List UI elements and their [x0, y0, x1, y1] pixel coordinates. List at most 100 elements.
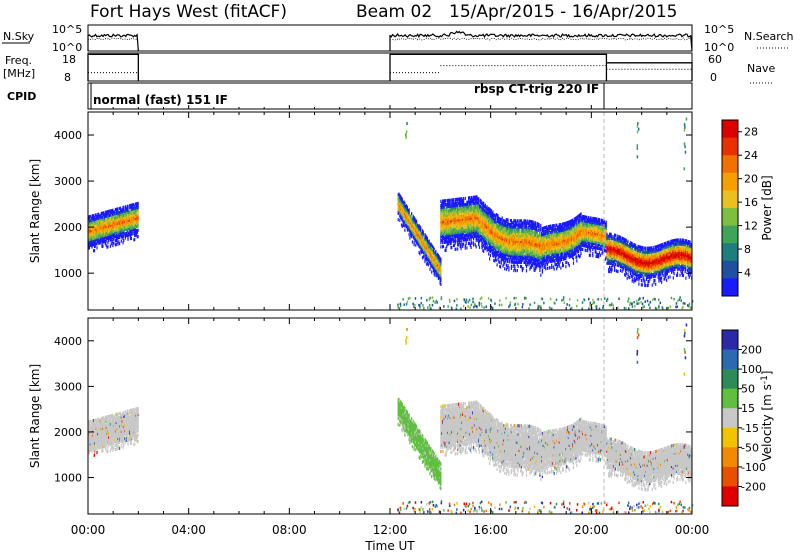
power-cell: [447, 230, 449, 234]
power-cell: [135, 210, 137, 214]
power-cell: [106, 229, 108, 233]
power-cell: [527, 252, 529, 256]
power-cell: [525, 240, 527, 244]
nsearch-tick-bottom: 10^0: [704, 41, 734, 54]
power-cell: [477, 213, 479, 218]
power-cell: [487, 222, 489, 226]
power-cell: [529, 261, 531, 265]
power-cell: [422, 251, 424, 255]
power-cell: [522, 227, 524, 231]
power-cell: [90, 220, 92, 225]
power-cell: [489, 231, 491, 235]
power-cell: [458, 228, 460, 232]
power-cell: [540, 223, 542, 228]
power-cell: [448, 209, 450, 213]
power-cell: [548, 229, 550, 233]
power-cell: [423, 248, 425, 252]
power-cell: [462, 209, 464, 213]
power-cell: [482, 203, 484, 207]
power-cell: [416, 232, 418, 236]
power-cell: [109, 221, 111, 225]
power-cell: [538, 254, 540, 258]
power-cell: [500, 257, 502, 261]
power-cell: [524, 235, 526, 240]
power-cell: [89, 239, 91, 243]
power-cell: [442, 199, 445, 203]
power-cell: [507, 230, 509, 235]
power-cell: [116, 234, 118, 238]
power-cell: [540, 238, 542, 242]
power-cell: [534, 237, 536, 241]
power-cell: [480, 236, 482, 241]
power-cell: [454, 233, 456, 237]
power-cell: [505, 238, 507, 242]
power-cell: [90, 225, 92, 229]
power-cell: [485, 216, 487, 221]
power-cell: [471, 227, 473, 231]
power-cell: [505, 228, 507, 232]
power-cell: [546, 266, 549, 270]
power-cell: [526, 219, 528, 223]
nsky-tick-bottom: 10^0: [52, 41, 82, 54]
power-cell: [465, 202, 467, 207]
nsearch-trace: [87, 37, 691, 41]
power-cell: [428, 241, 430, 245]
power-cell: [482, 207, 484, 211]
power-cell: [99, 222, 101, 226]
power-cell: [104, 223, 106, 227]
power-cell: [429, 255, 431, 259]
power-cell: [489, 230, 491, 234]
power-cell: [465, 231, 467, 236]
power-cell: [124, 220, 126, 224]
power-cell: [90, 239, 92, 243]
power-cell: [498, 231, 500, 235]
power-cell: [417, 228, 419, 232]
power-cell: [490, 248, 492, 252]
power-cell: [128, 220, 130, 225]
power-cell: [114, 224, 116, 228]
power-cell: [459, 199, 461, 203]
power-cell: [434, 257, 436, 261]
power-cell: [135, 225, 137, 229]
power-cell: [473, 208, 476, 212]
power-cell: [484, 217, 486, 221]
power-cell: [117, 217, 119, 221]
power-cell: [498, 222, 500, 227]
power-cell: [548, 243, 550, 247]
power-cell: [97, 235, 99, 239]
power-cell: [121, 210, 123, 214]
power-cell: [545, 267, 547, 271]
power-cell: [500, 224, 502, 228]
power-cell: [497, 228, 499, 232]
power-cell: [123, 224, 125, 228]
power-cell: [416, 242, 418, 246]
power-cell: [489, 245, 491, 249]
power-cell: [550, 232, 552, 236]
power-cell: [400, 202, 403, 206]
power-cell: [550, 243, 552, 247]
power-cell: [452, 210, 455, 214]
power-cell: [120, 214, 122, 218]
power-cell: [536, 254, 538, 259]
power-cell: [523, 219, 525, 223]
power-cell: [468, 204, 471, 208]
power-cell: [101, 224, 103, 228]
power-cell: [527, 227, 529, 232]
power-cell: [474, 220, 476, 224]
power-cell: [567, 224, 569, 228]
power-cell: [541, 260, 543, 264]
power-cell: [500, 247, 502, 251]
power-cell: [107, 212, 109, 216]
power-cell: [442, 230, 445, 234]
freq-tick-bottom: 8: [64, 71, 71, 84]
power-cell: [534, 246, 536, 250]
power-cell: [537, 261, 539, 266]
power-cell: [411, 212, 413, 216]
power-cell: [575, 216, 577, 220]
power-cell: [464, 196, 466, 200]
power-cell: [537, 235, 539, 239]
power-cell: [585, 244, 587, 248]
power-cell: [536, 265, 538, 269]
power-cell: [460, 205, 462, 209]
power-cell: [440, 276, 442, 280]
